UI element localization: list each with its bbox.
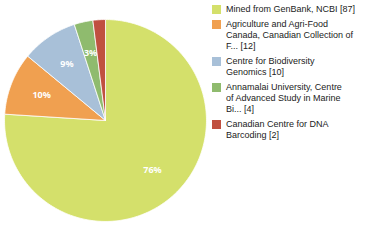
html-text:Agriculture and Agri-Food Cana: Agriculture and Agri-Food Canada, Canadi… [226, 19, 354, 51]
svg-text:76%: 76% [143, 163, 161, 176]
html-text:Annamalai University, Centre o: Annamalai University, Centre of Advanced… [226, 82, 342, 114]
svg-text:3%: 3% [84, 46, 97, 59]
html-text:Mined from GenBank, NCBI [87]: Mined from GenBank, NCBI [87] [226, 4, 356, 14]
html-text:Canadian Centre for DNA Barcod: Canadian Centre for DNA Barcoding [2] [226, 119, 329, 140]
svg-text:10%: 10% [32, 88, 50, 101]
html-text:Centre for Biodiversity Genomi: Centre for Biodiversity Genomics [10] [226, 56, 315, 77]
svg-text:9%: 9% [60, 57, 73, 70]
